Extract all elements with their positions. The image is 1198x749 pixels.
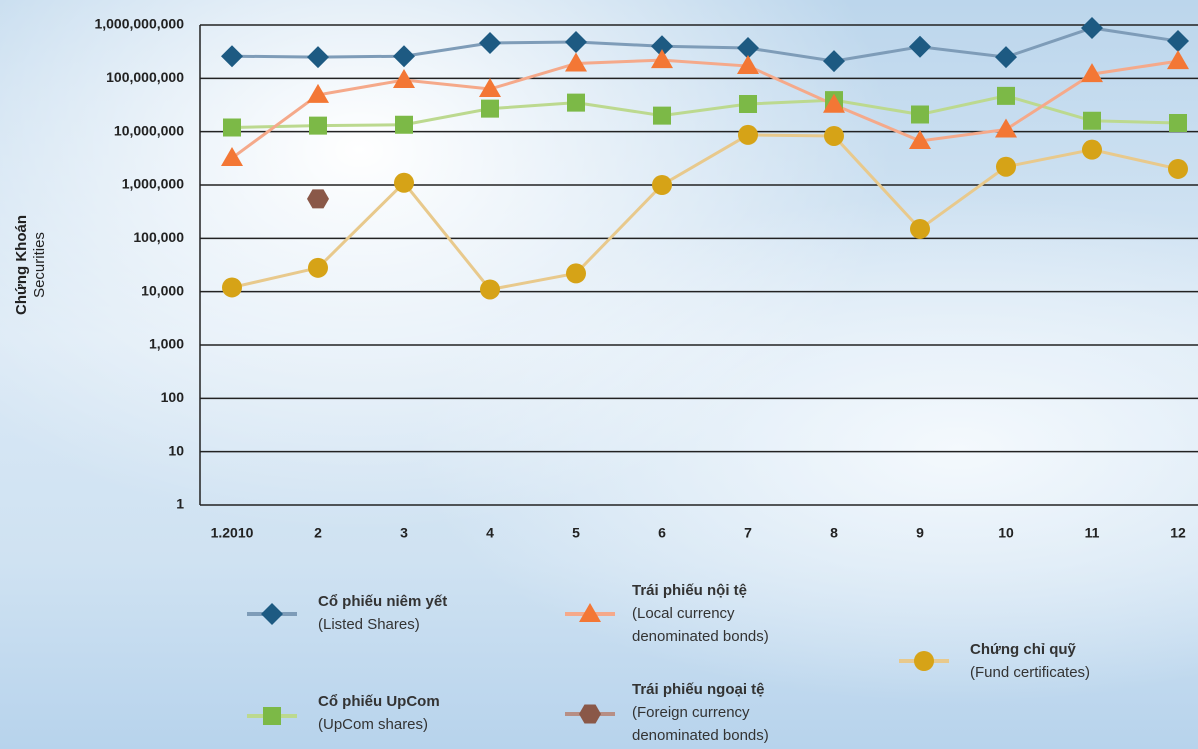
- series-line: [231, 133, 1179, 292]
- data-point: [307, 83, 329, 103]
- y-tick-label: 100: [161, 389, 185, 405]
- legend-label: (Local currency: [632, 605, 735, 622]
- data-point: [565, 31, 587, 54]
- x-tick-label: 5: [572, 525, 580, 541]
- data-point: [996, 156, 1016, 177]
- data-point: [995, 118, 1017, 138]
- data-point: [309, 116, 327, 135]
- legend-title: Trái phiếu nội tệ: [632, 582, 747, 599]
- y-tick-label: 10: [168, 442, 184, 458]
- data-point: [651, 35, 673, 58]
- series-line: [231, 94, 1179, 129]
- data-point: [221, 147, 243, 167]
- data-point: [823, 50, 845, 73]
- x-tick-label: 12: [1170, 525, 1186, 541]
- data-point: [394, 172, 414, 193]
- x-tick-label: 2: [314, 525, 322, 541]
- legend-title: Trái phiếu ngoại tệ: [632, 681, 765, 698]
- legend-marker: [579, 603, 601, 622]
- data-point: [1168, 158, 1188, 179]
- data-point: [739, 95, 757, 114]
- x-tick-label: 1.2010: [211, 525, 254, 541]
- y-tick-label: 10,000,000: [114, 122, 184, 138]
- y-axis-title: Chứng Khoán: [13, 215, 30, 315]
- data-point: [824, 125, 844, 146]
- data-point: [222, 277, 242, 298]
- legend-label: denominated bonds): [632, 628, 769, 645]
- data-point: [653, 106, 671, 125]
- data-point: [308, 257, 328, 278]
- x-tick-label: 11: [1085, 525, 1100, 541]
- data-point: [1167, 50, 1189, 70]
- data-point: [1083, 111, 1101, 130]
- data-point: [1167, 30, 1189, 53]
- data-point: [481, 99, 499, 118]
- legend-title: Cổ phiếu UpCom: [318, 693, 440, 710]
- data-point: [393, 45, 415, 68]
- y-axis-subtitle: Securities: [31, 232, 48, 298]
- legend-title: Chứng chỉ quỹ: [970, 641, 1077, 658]
- data-point: [393, 69, 415, 89]
- data-point: [479, 78, 501, 98]
- y-tick-label: 1: [176, 496, 184, 512]
- y-tick-label: 1,000: [149, 336, 184, 352]
- x-tick-label: 3: [400, 525, 408, 541]
- legend-title: Cổ phiếu niêm yết: [318, 593, 447, 610]
- x-tick-label: 7: [744, 525, 752, 541]
- legend-marker: [914, 651, 934, 671]
- data-point: [395, 115, 413, 134]
- data-point: [997, 86, 1015, 105]
- data-point: [1169, 114, 1187, 133]
- data-point: [307, 189, 329, 209]
- legend-label: (Listed Shares): [318, 616, 420, 633]
- data-point: [995, 46, 1017, 69]
- data-point: [1081, 63, 1103, 83]
- data-point: [652, 175, 672, 195]
- legend-label: (Fund certificates): [970, 664, 1090, 681]
- data-point: [566, 263, 586, 284]
- data-point: [223, 118, 241, 137]
- series-line: [231, 26, 1179, 63]
- y-tick-label: 100,000,000: [106, 69, 184, 85]
- data-point: [737, 55, 759, 75]
- data-point: [307, 46, 329, 69]
- legend-label: denominated bonds): [632, 727, 769, 744]
- data-point: [1082, 139, 1102, 160]
- data-point: [479, 31, 501, 54]
- data-point: [480, 279, 500, 300]
- legend-marker: [261, 603, 283, 625]
- data-point: [823, 93, 845, 113]
- data-point: [737, 37, 759, 60]
- data-point: [911, 105, 929, 124]
- data-point: [909, 35, 931, 58]
- data-point: [909, 129, 931, 149]
- data-point: [221, 45, 243, 68]
- legend-marker: [263, 707, 281, 725]
- x-tick-label: 4: [486, 525, 494, 541]
- x-tick-label: 9: [916, 525, 924, 541]
- data-point: [651, 49, 673, 69]
- series-line: [231, 58, 1179, 160]
- x-tick-label: 10: [998, 525, 1014, 541]
- data-point: [567, 93, 585, 112]
- y-tick-label: 1,000,000,000: [94, 16, 184, 32]
- y-tick-label: 1,000,000: [122, 176, 184, 192]
- y-tick-label: 100,000: [133, 229, 184, 245]
- data-point: [1081, 16, 1103, 39]
- legend-label: (UpCom shares): [318, 716, 428, 733]
- data-point: [910, 218, 930, 239]
- data-point: [738, 124, 758, 145]
- x-tick-label: 8: [830, 525, 838, 541]
- legend-marker: [579, 704, 601, 724]
- data-point: [565, 52, 587, 72]
- y-tick-label: 10,000: [141, 282, 184, 298]
- x-tick-label: 6: [658, 525, 666, 541]
- legend-label: (Foreign currency: [632, 704, 750, 721]
